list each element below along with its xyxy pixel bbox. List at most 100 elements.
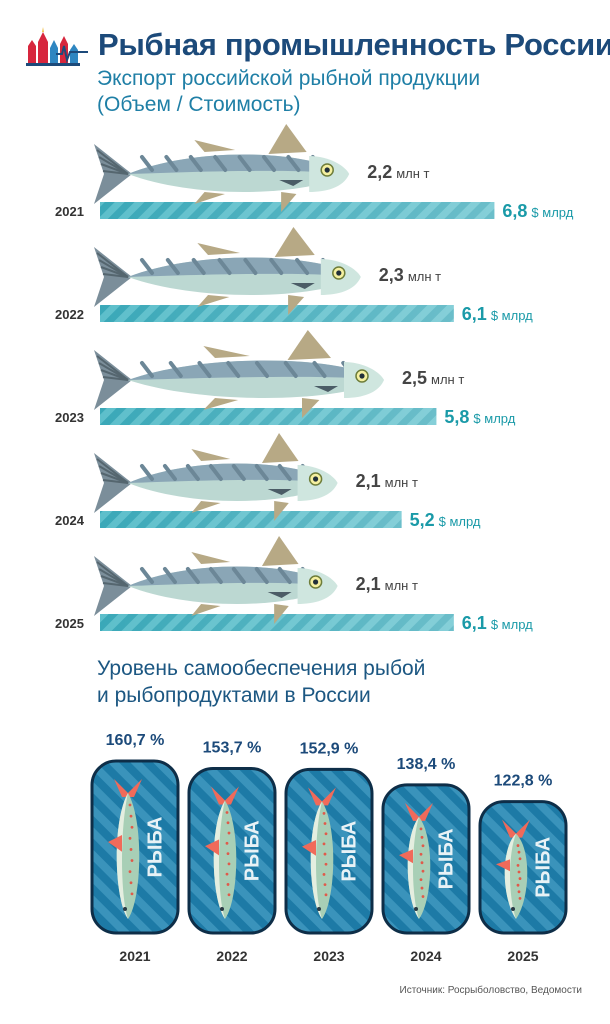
salmon-fin [205, 839, 219, 856]
salmon-spot [226, 883, 230, 886]
can-label: РЫБА [532, 837, 554, 898]
salmon-spot [130, 825, 134, 829]
value-number: 6,1 [462, 304, 487, 324]
value-number: 6,1 [462, 613, 487, 633]
salmon-belly [407, 816, 419, 919]
volume-label: 2,3 млн т [379, 265, 441, 285]
salmon-spot [323, 852, 327, 856]
fish-tail-stripe [100, 163, 129, 175]
fish-pupil [313, 579, 319, 585]
salmon-spot [324, 862, 328, 866]
salmon-fin [399, 849, 413, 864]
salmon-spot [130, 859, 134, 862]
volume-value: 2,5 [402, 368, 427, 388]
fish-stripe [213, 155, 228, 172]
salmon-tail [502, 819, 530, 838]
fish-stripe [231, 567, 246, 584]
can-2021: РЫБА 160,7 % 2021 [90, 732, 180, 964]
salmon-tail [211, 786, 239, 805]
salmon-belly [504, 833, 516, 919]
can-label: РЫБА [241, 820, 263, 881]
fish-stripe [168, 361, 183, 378]
value-number: 5,8 [444, 407, 469, 427]
fish-tail-stripe [100, 266, 129, 278]
year-label: 2022 [55, 307, 84, 322]
fish-stripe [188, 155, 203, 172]
fish-tail-stripe [100, 472, 129, 484]
year-label: 2023 [313, 948, 344, 964]
can-2024: РЫБА 138,4 % 2024 [381, 756, 471, 964]
salmon-spot [419, 827, 423, 831]
fish-stripe [255, 361, 269, 378]
fish-fin-ventral [197, 295, 230, 307]
fish-pectoral-fin [314, 386, 338, 392]
salmon-spot [226, 852, 230, 856]
value-bar-shine [100, 511, 402, 528]
salmon-spot [324, 893, 328, 897]
can-label: РЫБА [435, 828, 457, 889]
salmon-tail [308, 787, 336, 806]
fish-tail-stripe [102, 273, 129, 278]
fish-pupil [324, 167, 330, 173]
salmon-spot [421, 869, 425, 873]
value-number: 6,8 [502, 201, 527, 221]
volume-label: 2,5 млн т [402, 368, 464, 388]
fish-back [128, 566, 338, 586]
salmon-spot [419, 852, 423, 856]
salmon-spot [227, 862, 231, 866]
fish-stripe [217, 258, 232, 275]
fish-stripe [269, 258, 284, 275]
fish-stripe [208, 567, 223, 584]
fish-stripe [140, 155, 154, 172]
fish-stripe [191, 258, 206, 275]
salmon-spot [225, 841, 229, 845]
mackerel-icon [94, 227, 361, 315]
value-label: 6,1 $ млрд [462, 613, 533, 633]
fish-stripe [165, 258, 180, 275]
year-label: 2021 [119, 948, 150, 964]
salmon-spot [323, 883, 327, 887]
percent-label: 153,7 % [203, 739, 262, 756]
value-label: 6,1 $ млрд [462, 304, 533, 324]
export-row-2024: 2024 2,1 млн т 5,2 $ млрд [55, 433, 481, 530]
fish-fin-front [191, 552, 231, 564]
fish-stripe [162, 567, 177, 584]
value-unit: $ млрд [473, 411, 515, 426]
volume-value: 2,2 [367, 162, 392, 182]
value-bar-shine [100, 614, 454, 631]
fish-pectoral-fin [267, 592, 292, 598]
self-sufficiency-title: Уровень самообеспечения рыбой и рыбопрод… [97, 657, 426, 707]
fish-pectoral-fin [279, 180, 304, 186]
salmon-belly [116, 793, 128, 919]
salmon-spot [129, 848, 133, 851]
percent-label: 152,9 % [300, 740, 359, 757]
value-number: 5,2 [410, 510, 435, 530]
volume-label: 2,2 млн т [367, 162, 429, 182]
page-title: Рыбная промышленность России [98, 27, 610, 62]
salmon-spot [324, 832, 328, 836]
fish-tail-stripe [100, 369, 129, 381]
salmon-eye [123, 907, 127, 911]
export-chart: 2021 2,2 млн т 6,8 $ млрд 2022 2,3 млн т 6,1 $ мл… [55, 124, 574, 633]
fish-fin-front [203, 346, 250, 358]
salmon-spot [128, 836, 132, 840]
salmon-spot [421, 844, 425, 848]
fish-tail-stripe [102, 479, 129, 484]
fish-pectoral-fin [290, 283, 315, 289]
fish-stripe [164, 155, 179, 172]
fish-tail-stripe [102, 170, 129, 175]
fish-fin-dorsal [261, 433, 299, 463]
fish-stripe [162, 464, 177, 481]
value-unit: $ млрд [531, 205, 573, 220]
fish-fin-ventral [194, 192, 225, 204]
salmon-spot [420, 835, 424, 839]
fish-stripe [286, 155, 301, 172]
kremlin-logo-icon [26, 27, 88, 66]
percent-label: 122,8 % [494, 773, 553, 790]
volume-unit: млн т [396, 166, 429, 181]
fish-stripe [277, 567, 292, 584]
year-label: 2022 [216, 948, 247, 964]
page-subtitle: Экспорт российской рыбной продукции (Объ… [97, 67, 481, 116]
fish-stripe [312, 361, 327, 378]
